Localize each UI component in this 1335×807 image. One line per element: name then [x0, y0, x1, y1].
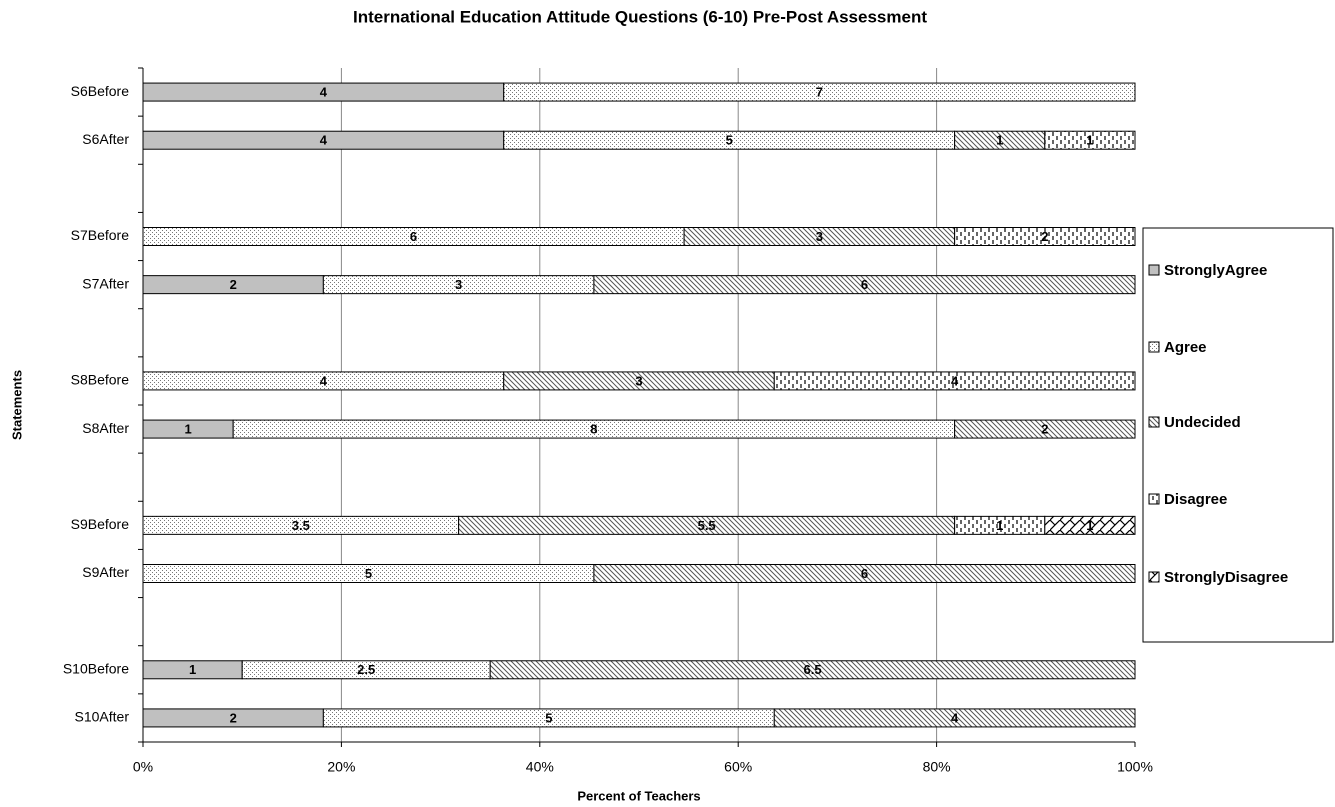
legend-label: Undecided — [1164, 414, 1241, 431]
legend-swatch — [1148, 571, 1160, 583]
data-label: 6 — [861, 566, 868, 581]
y-tick-label: S6After — [82, 131, 129, 147]
data-label: 6 — [861, 277, 868, 292]
legend-label: StronglyDisagree — [1164, 569, 1288, 586]
x-tick-label: 60% — [724, 759, 752, 775]
legend-label: StronglyAgree — [1164, 262, 1267, 279]
data-label: 3 — [635, 373, 642, 388]
data-label: 4 — [320, 85, 328, 100]
y-tick-label: S8Before — [71, 372, 130, 388]
x-axis-title: Percent of Teachers — [577, 788, 700, 803]
data-label: 2 — [230, 710, 237, 725]
data-label: 8 — [590, 422, 597, 437]
data-label: 2.5 — [357, 662, 375, 677]
bar-segment — [954, 227, 1136, 246]
x-tick-label: 0% — [133, 759, 153, 775]
y-tick-label: S10Before — [63, 660, 129, 676]
y-axis-title: Statements — [9, 370, 24, 440]
data-label: 4 — [951, 373, 959, 388]
data-label: 5.5 — [698, 518, 716, 533]
data-label: 2 — [1041, 422, 1048, 437]
data-label: 6 — [410, 229, 417, 244]
bar-segment — [954, 419, 1136, 439]
bar-segment — [593, 564, 1136, 583]
data-label: 1 — [184, 422, 191, 437]
legend-box — [1142, 227, 1334, 643]
x-tick-label: 80% — [923, 759, 951, 775]
bar-segment — [773, 708, 1136, 728]
data-label: 5 — [365, 566, 372, 581]
legend-swatch — [1148, 493, 1160, 505]
bar-segment — [1044, 130, 1136, 150]
data-label: 3 — [455, 277, 462, 292]
x-tick-label: 40% — [526, 759, 554, 775]
legend-label: Agree — [1164, 339, 1207, 356]
data-label: 1 — [189, 662, 196, 677]
data-label: 1 — [996, 133, 1003, 148]
x-tick-label: 20% — [327, 759, 355, 775]
y-tick-label: S6Before — [71, 83, 130, 99]
data-label: 3 — [816, 229, 823, 244]
data-label: 5 — [726, 133, 733, 148]
data-label: 7 — [816, 85, 823, 100]
bar-segment — [503, 82, 1136, 102]
data-label: 4 — [951, 710, 959, 725]
bar-segment — [593, 275, 1136, 295]
y-tick-label: S10After — [75, 709, 130, 725]
bar-segment — [1044, 515, 1136, 535]
data-label: 1 — [1086, 133, 1093, 148]
data-label: 4 — [320, 373, 328, 388]
bar-segment — [489, 660, 1136, 680]
data-label: 2 — [230, 277, 237, 292]
y-tick-label: S8After — [82, 420, 129, 436]
data-label: 1 — [1086, 518, 1093, 533]
data-label: 2 — [1041, 229, 1048, 244]
legend-swatch — [1148, 341, 1160, 353]
data-label: 1 — [996, 518, 1003, 533]
data-label: 3.5 — [292, 518, 310, 533]
y-tick-label: S9Before — [71, 516, 130, 532]
legend-label: Disagree — [1164, 491, 1227, 508]
x-tick-label: 100% — [1117, 759, 1153, 775]
bar-segment — [773, 371, 1136, 391]
legend-swatch — [1148, 416, 1160, 428]
y-tick-label: S7After — [82, 275, 129, 291]
data-label: 5 — [545, 710, 552, 725]
legend-swatch — [1148, 264, 1160, 276]
data-label: 6.5 — [804, 662, 822, 677]
y-tick-label: S9After — [82, 564, 129, 580]
y-tick-label: S7Before — [71, 227, 130, 243]
chart-title: International Education Attitude Questio… — [353, 7, 927, 26]
data-label: 4 — [320, 133, 328, 148]
